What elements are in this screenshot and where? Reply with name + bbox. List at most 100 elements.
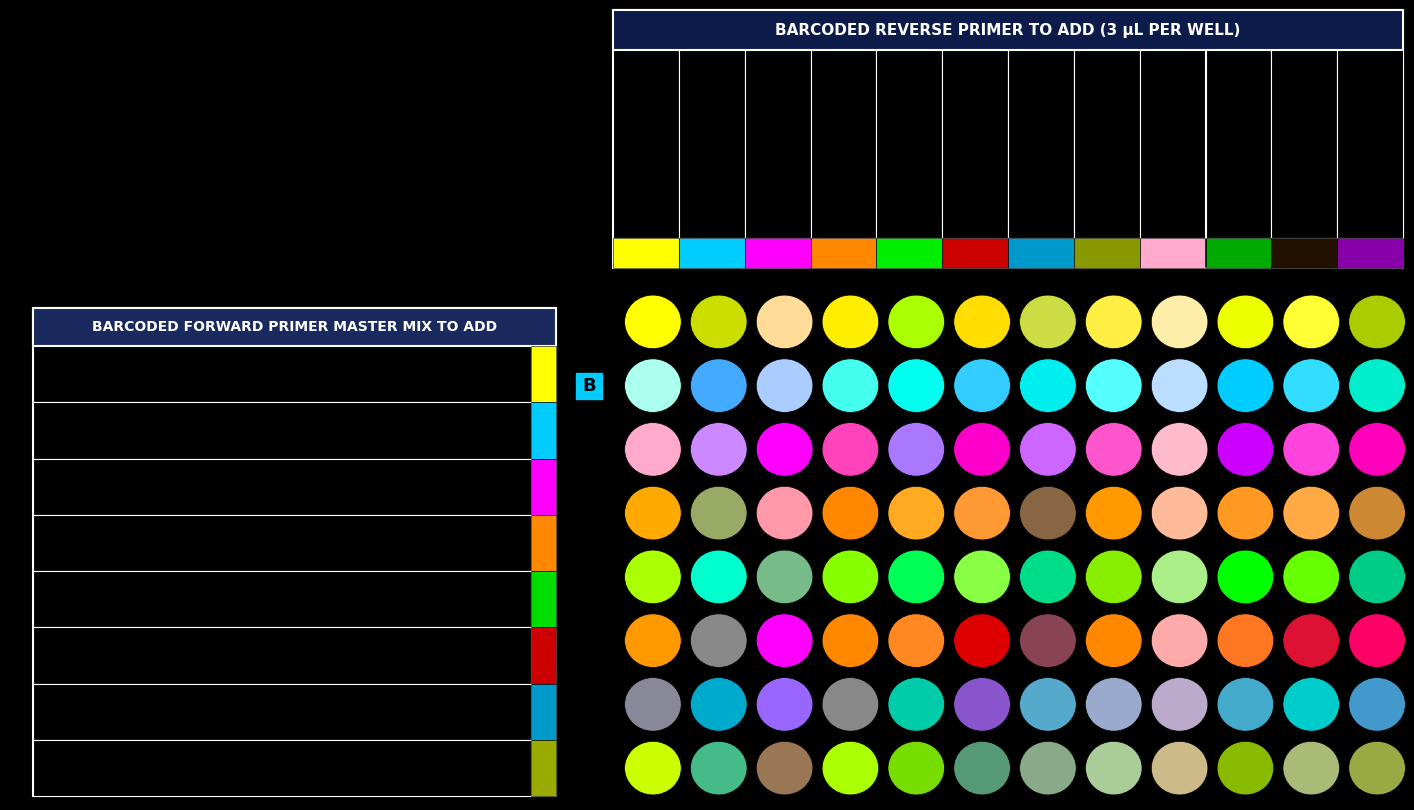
Bar — [532, 346, 556, 403]
Bar — [745, 238, 810, 268]
Ellipse shape — [1217, 423, 1274, 476]
Ellipse shape — [1282, 550, 1339, 603]
Ellipse shape — [1217, 678, 1274, 731]
Ellipse shape — [1349, 359, 1406, 412]
Bar — [810, 238, 877, 268]
Ellipse shape — [625, 678, 682, 731]
Bar — [575, 373, 602, 399]
Bar — [1338, 50, 1403, 238]
Ellipse shape — [888, 741, 945, 795]
Ellipse shape — [1019, 550, 1076, 603]
Bar — [33, 684, 532, 740]
Ellipse shape — [1217, 614, 1274, 667]
Bar — [33, 308, 556, 796]
Ellipse shape — [1282, 678, 1339, 731]
Bar — [33, 571, 532, 627]
Ellipse shape — [690, 741, 747, 795]
Ellipse shape — [1282, 614, 1339, 667]
Bar — [1008, 238, 1073, 268]
Ellipse shape — [1086, 550, 1143, 603]
Bar — [1008, 50, 1073, 238]
Bar — [1338, 238, 1403, 268]
Bar — [942, 238, 1008, 268]
Ellipse shape — [888, 295, 945, 348]
Ellipse shape — [822, 741, 878, 795]
Bar — [679, 50, 745, 238]
Ellipse shape — [1217, 550, 1274, 603]
Ellipse shape — [625, 550, 682, 603]
Ellipse shape — [1151, 295, 1208, 348]
Ellipse shape — [1151, 614, 1208, 667]
Bar — [1271, 238, 1338, 268]
Ellipse shape — [1019, 741, 1076, 795]
Ellipse shape — [1349, 550, 1406, 603]
Ellipse shape — [1217, 486, 1274, 540]
Bar — [1271, 50, 1338, 238]
Ellipse shape — [954, 486, 1011, 540]
Ellipse shape — [888, 678, 945, 731]
Bar — [1206, 50, 1271, 238]
Ellipse shape — [888, 486, 945, 540]
Ellipse shape — [1086, 614, 1143, 667]
Bar — [33, 458, 532, 514]
Ellipse shape — [756, 741, 813, 795]
Bar — [1140, 50, 1206, 238]
Ellipse shape — [1349, 486, 1406, 540]
Ellipse shape — [690, 678, 747, 731]
Ellipse shape — [888, 359, 945, 412]
Text: BARCODED REVERSE PRIMER TO ADD (3 μL PER WELL): BARCODED REVERSE PRIMER TO ADD (3 μL PER… — [775, 23, 1240, 37]
Ellipse shape — [1217, 741, 1274, 795]
Ellipse shape — [822, 678, 878, 731]
Ellipse shape — [1349, 741, 1406, 795]
Bar — [1206, 238, 1271, 268]
Bar — [532, 740, 556, 796]
Ellipse shape — [625, 359, 682, 412]
Bar — [532, 458, 556, 514]
Ellipse shape — [954, 359, 1011, 412]
Ellipse shape — [1086, 295, 1143, 348]
Bar — [614, 238, 679, 268]
Ellipse shape — [1086, 741, 1143, 795]
Ellipse shape — [822, 614, 878, 667]
Bar — [1073, 50, 1140, 238]
Text: BARCODED FORWARD PRIMER MASTER MIX TO ADD: BARCODED FORWARD PRIMER MASTER MIX TO AD… — [92, 320, 498, 334]
Ellipse shape — [954, 423, 1011, 476]
Ellipse shape — [1086, 678, 1143, 731]
Ellipse shape — [1282, 423, 1339, 476]
Ellipse shape — [756, 486, 813, 540]
Ellipse shape — [625, 741, 682, 795]
Ellipse shape — [954, 295, 1011, 348]
Ellipse shape — [1019, 614, 1076, 667]
Bar — [1073, 238, 1140, 268]
Bar — [745, 50, 810, 238]
Ellipse shape — [954, 741, 1011, 795]
Bar — [33, 514, 532, 571]
Bar — [614, 50, 679, 238]
Ellipse shape — [1151, 423, 1208, 476]
Ellipse shape — [690, 359, 747, 412]
Ellipse shape — [822, 295, 878, 348]
Ellipse shape — [690, 295, 747, 348]
Bar — [532, 571, 556, 627]
Ellipse shape — [954, 678, 1011, 731]
Ellipse shape — [822, 423, 878, 476]
Text: B: B — [583, 377, 595, 394]
Ellipse shape — [1151, 359, 1208, 412]
Bar — [33, 346, 532, 403]
Ellipse shape — [690, 486, 747, 540]
Ellipse shape — [1349, 678, 1406, 731]
Ellipse shape — [625, 614, 682, 667]
Ellipse shape — [1019, 295, 1076, 348]
Bar — [942, 50, 1008, 238]
Ellipse shape — [1282, 359, 1339, 412]
Bar — [532, 514, 556, 571]
Ellipse shape — [756, 678, 813, 731]
Bar — [532, 627, 556, 684]
Ellipse shape — [756, 550, 813, 603]
Ellipse shape — [1282, 741, 1339, 795]
Ellipse shape — [1282, 486, 1339, 540]
Ellipse shape — [888, 614, 945, 667]
Bar — [33, 403, 532, 458]
Ellipse shape — [690, 614, 747, 667]
Ellipse shape — [1151, 678, 1208, 731]
